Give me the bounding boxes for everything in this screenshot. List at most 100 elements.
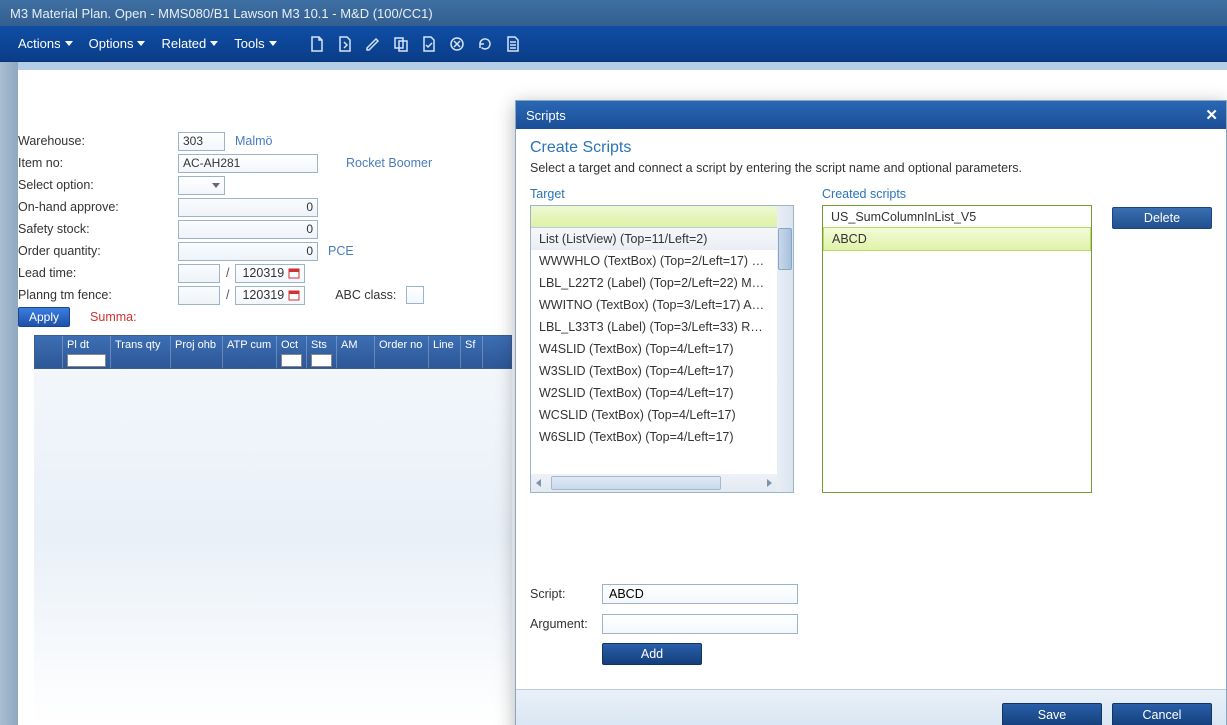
column-label: ATP cum bbox=[227, 339, 272, 354]
save-button[interactable]: Save bbox=[1002, 703, 1102, 725]
target-item[interactable]: LBL_L33T3 (Label) (Top=3/Left=33) Rocket… bbox=[531, 316, 777, 338]
content-area: Warehouse: Malmö Item no: Rocket Boomer … bbox=[18, 70, 1227, 725]
target-dropdown-header[interactable] bbox=[531, 206, 793, 228]
column-line[interactable]: Line bbox=[429, 336, 461, 368]
leadtime-date-value: 120319 bbox=[242, 266, 284, 280]
target-item[interactable]: WWITNO (TextBox) (Top=3/Left=17) AC-AH bbox=[531, 294, 777, 316]
menu-related[interactable]: Related bbox=[153, 30, 226, 57]
refresh-icon[interactable] bbox=[471, 30, 499, 58]
menu-options-label: Options bbox=[89, 36, 134, 51]
target-item[interactable]: WWWHLO (TextBox) (Top=2/Left=17) 303 bbox=[531, 250, 777, 272]
planngtm-date[interactable]: 120319 bbox=[235, 286, 305, 305]
doc-check-icon[interactable] bbox=[415, 30, 443, 58]
menu-actions[interactable]: Actions bbox=[10, 30, 81, 57]
onhand-value bbox=[178, 198, 318, 217]
target-item[interactable]: W4SLID (TextBox) (Top=4/Left=17) bbox=[531, 338, 777, 360]
column-blank[interactable] bbox=[35, 336, 63, 368]
cancel-button[interactable]: Cancel bbox=[1112, 703, 1212, 725]
abc-class-toggle[interactable] bbox=[406, 286, 424, 304]
abc-label: ABC class: bbox=[335, 288, 396, 302]
column-tqty[interactable]: Trans qty bbox=[111, 336, 171, 368]
column-sts[interactable]: Sts bbox=[307, 336, 337, 368]
doc-list-icon[interactable] bbox=[499, 30, 527, 58]
planngtm-short bbox=[178, 286, 220, 305]
caret-icon bbox=[65, 41, 73, 46]
grid-header: Pl dt Trans qty Proj ohb ATP cum Oct Sts AM Ord… bbox=[34, 335, 512, 369]
cancel-circle-icon[interactable] bbox=[443, 30, 471, 58]
leadtime-date[interactable]: 120319 bbox=[235, 264, 305, 283]
column-oct[interactable]: Oct bbox=[277, 336, 307, 368]
created-scripts-label: Created scripts bbox=[822, 187, 1212, 205]
orderqty-unit: PCE bbox=[328, 244, 354, 258]
selectoption-dropdown[interactable] bbox=[178, 176, 225, 195]
scroll-right-icon[interactable] bbox=[761, 475, 777, 491]
column-filter-input[interactable] bbox=[311, 354, 332, 367]
target-item[interactable]: List (ListView) (Top=11/Left=2) bbox=[531, 228, 777, 250]
slash-sep: / bbox=[226, 288, 229, 302]
add-button[interactable]: Add bbox=[602, 643, 702, 665]
chevron-down-icon bbox=[212, 183, 220, 188]
argument-input[interactable] bbox=[602, 614, 798, 634]
column-label: Order no bbox=[379, 339, 424, 354]
column-label: AM bbox=[341, 339, 370, 354]
dialog-subtitle: Select a target and connect a script by … bbox=[530, 161, 1212, 175]
target-item[interactable]: WCSLID (TextBox) (Top=4/Left=17) bbox=[531, 404, 777, 426]
leadtime-label: Lead time: bbox=[18, 266, 178, 280]
warehouse-input[interactable] bbox=[178, 132, 225, 151]
form-panel: Warehouse: Malmö Item no: Rocket Boomer … bbox=[18, 130, 513, 328]
doc-next-icon[interactable] bbox=[331, 30, 359, 58]
menu-tools[interactable]: Tools bbox=[226, 30, 284, 57]
onhand-label: On-hand approve: bbox=[18, 200, 178, 214]
target-listbox[interactable]: List (ListView) (Top=11/Left=2)WWWHLO (T… bbox=[530, 205, 794, 493]
menu-actions-label: Actions bbox=[18, 36, 61, 51]
target-item[interactable]: W6SLID (TextBox) (Top=4/Left=17) bbox=[531, 426, 777, 448]
column-am[interactable]: AM bbox=[337, 336, 375, 368]
target-item[interactable]: W3SLID (TextBox) (Top=4/Left=17) bbox=[531, 360, 777, 382]
menu-tools-label: Tools bbox=[234, 36, 264, 51]
planngtm-date-value: 120319 bbox=[242, 288, 284, 302]
dialog-title: Scripts bbox=[526, 108, 566, 123]
itemno-desc[interactable]: Rocket Boomer bbox=[346, 156, 432, 170]
script-item[interactable]: US_SumColumnInList_V5 bbox=[823, 206, 1091, 228]
dialog-body: Create Scripts Select a target and conne… bbox=[516, 129, 1226, 689]
itemno-input[interactable] bbox=[178, 154, 318, 173]
leadtime-short bbox=[178, 264, 220, 283]
scrollbar-thumb[interactable] bbox=[551, 476, 721, 490]
warehouse-desc[interactable]: Malmö bbox=[235, 134, 273, 148]
orderqty-label: Order quantity: bbox=[18, 244, 178, 258]
side-shadow bbox=[0, 62, 18, 725]
apply-button[interactable]: Apply bbox=[18, 307, 70, 327]
scroll-left-icon[interactable] bbox=[531, 475, 547, 491]
caret-icon bbox=[210, 41, 218, 46]
column-label: Proj ohb bbox=[175, 339, 218, 354]
scrollbar-thumb[interactable] bbox=[778, 228, 792, 270]
column-sf[interactable]: Sf bbox=[461, 336, 483, 368]
column-label: Sts bbox=[311, 339, 332, 354]
delete-button[interactable]: Delete bbox=[1112, 207, 1212, 229]
menu-related-label: Related bbox=[161, 36, 206, 51]
close-icon[interactable]: ✕ bbox=[1205, 106, 1218, 124]
menu-options[interactable]: Options bbox=[81, 30, 154, 57]
column-projohb[interactable]: Proj ohb bbox=[171, 336, 223, 368]
itemno-label: Item no: bbox=[18, 156, 178, 170]
target-item[interactable]: W2SLID (TextBox) (Top=4/Left=17) bbox=[531, 382, 777, 404]
scrollbar-horizontal[interactable] bbox=[531, 474, 777, 492]
column-filter-input[interactable] bbox=[67, 354, 106, 367]
column-filter-input[interactable] bbox=[281, 354, 302, 367]
copy-icon[interactable] bbox=[387, 30, 415, 58]
script-item[interactable]: ABCD bbox=[823, 227, 1091, 251]
slash-sep: / bbox=[226, 266, 229, 280]
dialog-title-bar[interactable]: Scripts ✕ bbox=[516, 101, 1226, 129]
column-atp[interactable]: ATP cum bbox=[223, 336, 277, 368]
script-name-input[interactable] bbox=[602, 584, 798, 604]
dialog-heading: Create Scripts bbox=[530, 139, 1212, 157]
calendar-icon bbox=[288, 267, 300, 279]
column-pldt[interactable]: Pl dt bbox=[63, 336, 111, 368]
column-label: Oct bbox=[281, 339, 302, 354]
target-item[interactable]: LBL_L22T2 (Label) (Top=2/Left=22) Malmö bbox=[531, 272, 777, 294]
created-scripts-listbox[interactable]: US_SumColumnInList_V5ABCD bbox=[822, 205, 1092, 493]
column-label: Trans qty bbox=[115, 339, 166, 354]
new-doc-icon[interactable] bbox=[303, 30, 331, 58]
edit-icon[interactable] bbox=[359, 30, 387, 58]
column-ordno[interactable]: Order no bbox=[375, 336, 429, 368]
